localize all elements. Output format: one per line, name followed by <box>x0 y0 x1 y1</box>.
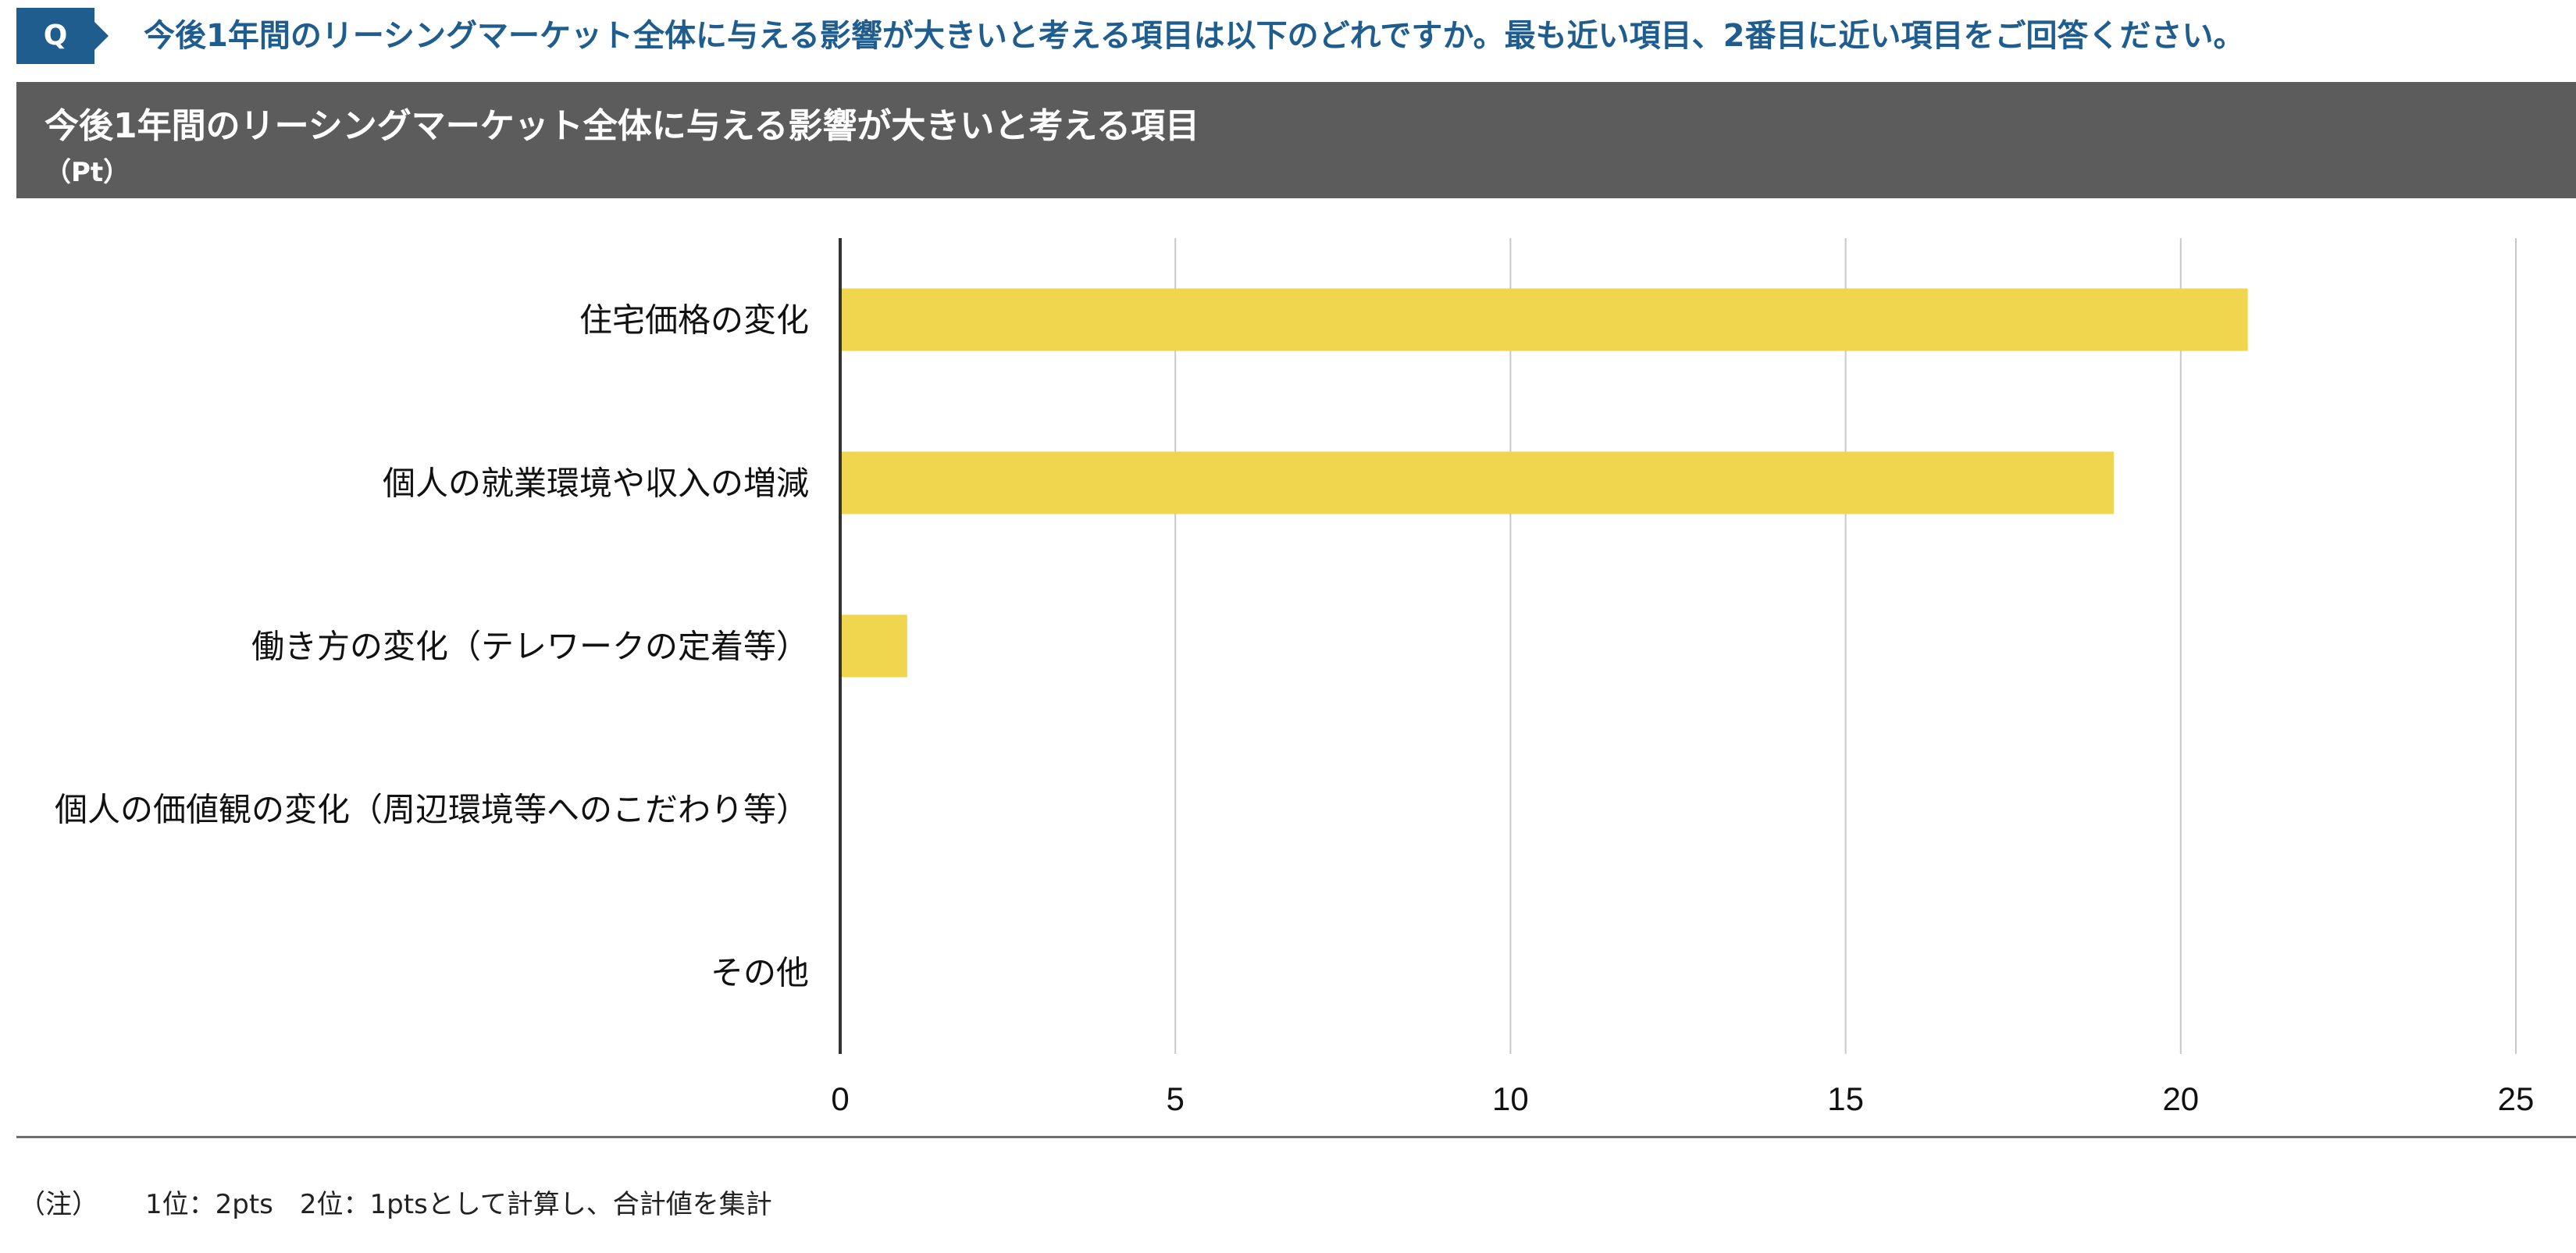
x-tick-label: 20 <box>2162 1080 2199 1117</box>
category-label: 働き方の変化（テレワークの定着等） <box>251 628 809 666</box>
chart-title: 今後1年間のリーシングマーケット全体に与える影響が大きいと考える項目 <box>45 106 1200 146</box>
x-tick-label: 10 <box>1492 1080 1529 1117</box>
x-tick-label: 25 <box>2498 1080 2535 1117</box>
x-tick-label: 15 <box>1827 1080 1864 1117</box>
footnote-text: 1位：2pts 2位：1ptsとして計算し、合計値を集計 <box>145 1189 772 1220</box>
footnote-label: （注） <box>19 1189 98 1220</box>
bar <box>840 614 907 678</box>
footnote: （注） 1位：2pts 2位：1ptsとして計算し、合計値を集計 <box>19 1183 772 1221</box>
x-tick-label: 5 <box>1167 1080 1185 1117</box>
x-tick-label: 0 <box>831 1080 849 1117</box>
question-badge: Q <box>16 8 94 64</box>
bar <box>840 288 2248 351</box>
bar-chart: 0 5 10 15 20 25 住宅価格の変化個人の就業環境や収入の増減働き方の変化（テレワ… <box>55 238 2535 1117</box>
footer-divider <box>16 1136 2576 1138</box>
category-label: 個人の就業環境や収入の増減 <box>383 465 809 503</box>
category-label: その他 <box>711 954 809 992</box>
chart-unit-label: （Pt） <box>45 157 130 188</box>
question-arrow-icon <box>94 22 109 50</box>
bar <box>840 451 2114 514</box>
category-label: 個人の価値観の変化（周辺環境等へのこだわり等） <box>55 791 809 829</box>
chart-title-bar: 今後1年間のリーシングマーケット全体に与える影響が大きいと考える項目 （Pt） <box>16 82 2576 198</box>
category-label: 住宅価格の変化 <box>579 301 809 340</box>
question-text: 今後1年間のリーシングマーケット全体に与える影響が大きいと考える項目は以下のどれ… <box>144 18 2245 54</box>
